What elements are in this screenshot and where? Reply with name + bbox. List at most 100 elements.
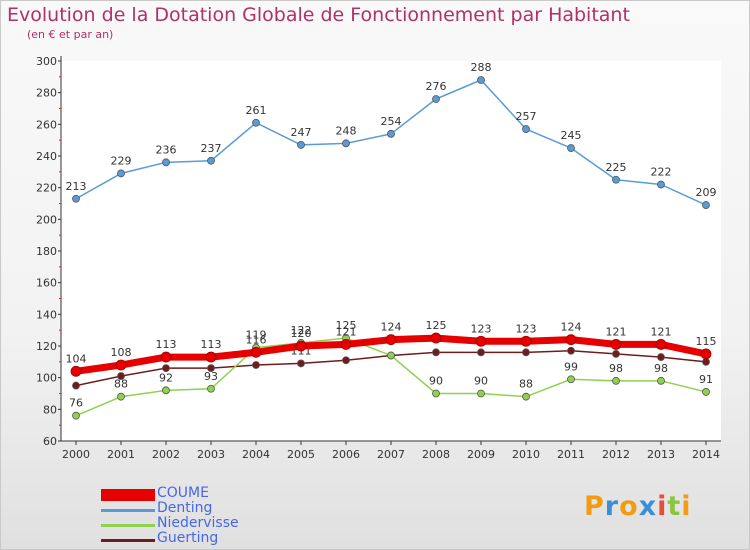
data-label-coume: 124	[561, 321, 582, 334]
data-label-denting: 257	[516, 110, 537, 123]
data-point-guerting	[117, 372, 125, 380]
legend-swatch	[101, 489, 155, 501]
data-point-niedervisse	[702, 388, 710, 396]
proxiti-logo: Proxiti	[584, 491, 692, 522]
data-point-guerting	[522, 348, 530, 357]
legend-swatch	[101, 509, 155, 512]
data-label-niedervisse: 93	[204, 370, 218, 383]
data-point-coume	[115, 359, 127, 371]
data-label-denting: 222	[651, 166, 672, 179]
data-label-denting: 276	[426, 80, 447, 93]
y-tick-label: 120	[36, 340, 57, 353]
data-point-niedervisse	[162, 386, 170, 395]
data-label-denting: 254	[381, 115, 402, 128]
logo-letter: P	[584, 491, 605, 522]
y-tick-label: 300	[36, 55, 57, 68]
data-point-coume	[655, 339, 667, 350]
data-point-denting	[252, 118, 260, 127]
data-label-niedervisse: 98	[654, 362, 668, 375]
x-tick-label: 2002	[152, 448, 180, 461]
chart-subtitle: (en € et par an)	[27, 28, 114, 41]
data-point-guerting	[432, 348, 440, 357]
data-label-niedervisse: 91	[699, 373, 713, 386]
data-point-guerting	[567, 346, 575, 355]
data-point-coume	[385, 334, 397, 346]
y-tick-label: 140	[36, 308, 57, 321]
y-tick-label: 260	[36, 118, 57, 131]
y-tick-label: 60	[43, 435, 57, 448]
data-point-denting	[612, 175, 620, 184]
logo-letter: r	[604, 491, 620, 522]
data-label-coume: 115	[696, 335, 717, 348]
data-label-niedervisse: 90	[429, 375, 443, 388]
y-tick-label: 240	[36, 150, 57, 163]
y-tick-label: 160	[36, 277, 57, 290]
data-point-niedervisse	[72, 411, 80, 420]
data-label-denting: 229	[111, 154, 132, 167]
data-label-niedervisse: 125	[336, 319, 357, 332]
x-tick-label: 2001	[107, 448, 135, 461]
data-point-denting	[432, 95, 440, 103]
data-label-coume: 124	[381, 321, 402, 334]
data-point-denting	[567, 144, 575, 152]
data-label-coume: 121	[606, 325, 627, 338]
data-label-denting: 247	[291, 126, 312, 139]
data-point-denting	[72, 194, 80, 203]
data-point-niedervisse	[432, 389, 440, 398]
data-point-coume	[520, 335, 532, 347]
data-point-denting	[477, 76, 485, 84]
data-label-coume: 108	[111, 346, 132, 359]
data-point-niedervisse	[567, 375, 575, 384]
x-tick-label: 2007	[377, 448, 405, 461]
data-label-coume: 123	[471, 322, 492, 335]
x-tick-label: 2014	[692, 448, 720, 461]
data-label-niedervisse: 119	[246, 329, 267, 342]
data-label-denting: 261	[246, 104, 267, 117]
data-point-denting	[162, 158, 170, 167]
data-point-guerting	[252, 361, 260, 369]
x-tick-label: 2012	[602, 448, 630, 461]
logo-letter: t	[667, 491, 682, 522]
data-label-coume: 113	[156, 338, 177, 351]
data-label-niedervisse: 88	[114, 378, 128, 391]
legend-swatch	[101, 539, 155, 542]
data-label-niedervisse: 90	[474, 375, 488, 388]
data-point-guerting	[162, 364, 170, 373]
x-tick-label: 2003	[197, 448, 225, 461]
data-label-denting: 209	[696, 186, 717, 199]
data-label-niedervisse: 99	[564, 360, 578, 373]
data-point-coume	[610, 339, 622, 350]
y-tick-label: 220	[36, 182, 57, 195]
data-point-denting	[297, 141, 305, 149]
data-label-denting: 213	[66, 180, 87, 193]
data-point-guerting	[207, 364, 215, 373]
data-point-coume	[430, 332, 442, 344]
data-point-guerting	[612, 350, 620, 358]
data-label-denting: 245	[561, 129, 582, 142]
data-point-niedervisse	[612, 376, 620, 385]
data-point-denting	[342, 139, 350, 148]
legend-label: COUME	[157, 485, 209, 501]
data-label-niedervisse: 122	[291, 324, 312, 337]
data-point-denting	[387, 129, 395, 138]
data-label-coume: 104	[66, 352, 87, 365]
data-label-niedervisse: 76	[69, 397, 83, 410]
x-tick-label: 2009	[467, 448, 495, 461]
data-point-denting	[117, 169, 125, 178]
data-label-denting: 248	[336, 124, 357, 137]
data-point-niedervisse	[387, 351, 395, 360]
logo-letter: i	[681, 491, 692, 522]
data-point-niedervisse	[207, 384, 215, 393]
logo-letter: o	[619, 491, 639, 522]
data-label-coume: 121	[651, 325, 672, 338]
y-tick-label: 200	[36, 213, 57, 226]
data-label-coume: 121	[336, 325, 357, 338]
x-tick-label: 2005	[287, 448, 315, 461]
data-label-denting: 225	[606, 161, 627, 174]
logo-letter: x	[638, 491, 658, 522]
data-point-guerting	[342, 356, 350, 365]
data-point-coume	[160, 351, 172, 363]
legend-label: Niedervisse	[157, 515, 239, 531]
data-point-guerting	[477, 348, 485, 357]
